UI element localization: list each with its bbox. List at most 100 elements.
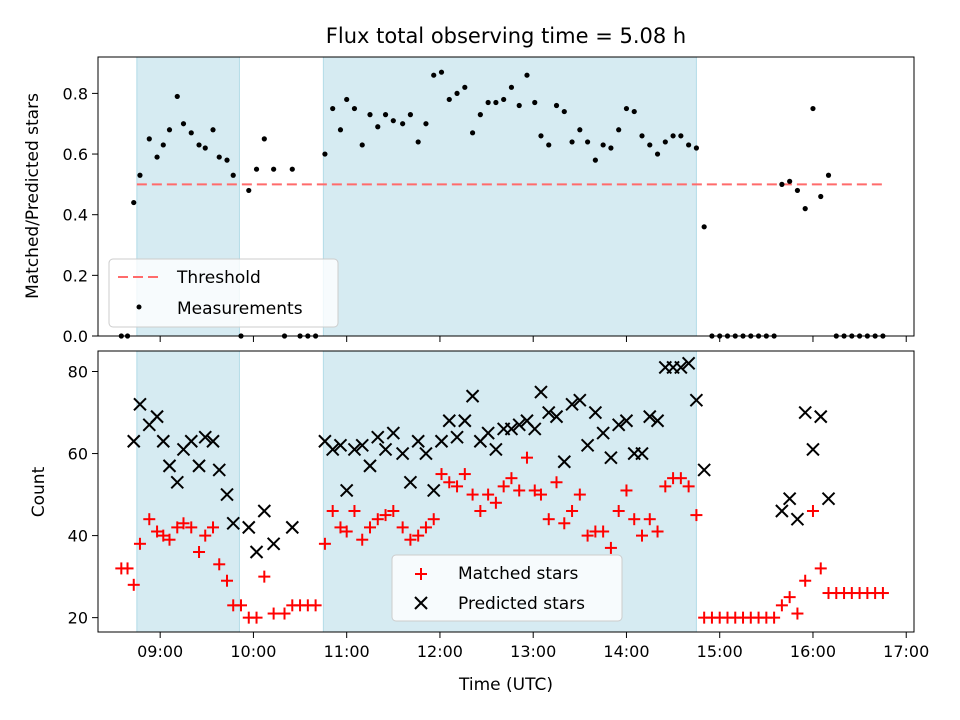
measurement-point [516, 102, 522, 109]
xtick-label: 10:00 [230, 642, 276, 661]
xtick-label: 12:00 [417, 642, 463, 661]
predicted-star-point [333, 438, 348, 453]
predicted-star-point [395, 446, 410, 461]
matched-star-point [133, 537, 146, 550]
matched-star-point [814, 562, 827, 575]
predicted-star-point [363, 459, 377, 473]
top-ytick-label: 0.0 [63, 327, 88, 346]
predicted-star-point [325, 442, 340, 457]
matched-star-point [221, 574, 234, 587]
matched-star-point [250, 611, 263, 624]
matched-star-point [121, 562, 134, 575]
measurement-point [686, 142, 692, 148]
measurement-point [210, 127, 216, 133]
predicted-star-point [427, 483, 441, 498]
bottom-y-ticks: 20 40 60 80 [68, 363, 98, 628]
measurement-points [118, 69, 886, 339]
measurement-point [592, 157, 598, 163]
predicted-star-point [814, 409, 828, 424]
xtick-label: 14:00 [603, 642, 649, 661]
matched-star-point [207, 521, 220, 534]
predicted-star-point [347, 442, 362, 457]
measurement-point [585, 139, 591, 145]
measurement-point [794, 187, 801, 194]
measurement-point [493, 99, 499, 106]
matched-star-point [458, 468, 471, 481]
measurement-point [375, 124, 381, 130]
top-y-axis-label: Matched/Predicted stars [23, 93, 43, 299]
predicted-stars-points [127, 356, 836, 559]
predicted-star-point [557, 455, 571, 469]
predicted-star-point [681, 356, 696, 371]
measurement-point [631, 108, 637, 115]
predicted-star-point [150, 409, 164, 424]
matched-star-point [775, 599, 788, 612]
top-x-ticks [159, 336, 907, 342]
predicted-star-point [806, 442, 820, 457]
xtick-label: 09:00 [137, 642, 183, 661]
matched-star-point [364, 521, 376, 534]
predicted-star-point [434, 434, 449, 448]
bottom-y-axis-label: Count [29, 466, 49, 517]
measurement-point [654, 151, 661, 157]
matched-star-point [348, 504, 361, 517]
measurement-point [485, 99, 491, 106]
measurement-point [670, 133, 676, 139]
matched-star-point [326, 504, 339, 517]
matched-star-point [318, 537, 331, 550]
matched-star-point [334, 521, 347, 534]
matched-star-point [419, 521, 432, 534]
measurement-point [600, 142, 606, 148]
matched-star-point [783, 591, 796, 604]
measurement-point [246, 187, 252, 194]
predicted-star-point [504, 422, 519, 436]
matched-star-point [404, 533, 417, 546]
measurement-point [367, 112, 373, 118]
matched-star-point [396, 521, 409, 534]
matched-star-point [199, 529, 212, 542]
matched-star-point [674, 472, 687, 485]
measurement-point [802, 206, 808, 212]
legend-measurements-label: Measurements [177, 299, 303, 319]
legend-predicted-swatch [414, 596, 428, 610]
measurement-point [431, 72, 437, 78]
bottom-panel: 20 40 60 80 09:00 10:00 11:00 12:00 13:00 14:00 1… [29, 350, 929, 695]
measurement-point [131, 199, 137, 206]
predicted-star-point [220, 487, 234, 502]
matched-star-point [213, 558, 226, 571]
predicted-star-point [378, 442, 393, 457]
matched-star-point [659, 480, 672, 493]
measurement-point [693, 145, 700, 151]
predicted-star-point [481, 426, 495, 440]
matched-star-point [573, 488, 586, 501]
bottom-legend: Matched stars Predicted stars [391, 554, 623, 622]
xtick-label: 11:00 [324, 642, 370, 661]
measurement-point [344, 96, 350, 103]
matched-star-point [412, 529, 425, 542]
matched-stars-points [115, 451, 889, 624]
measurement-point [289, 166, 295, 172]
matched-star-point [505, 472, 518, 485]
matched-star-point [234, 599, 247, 612]
legend-matched-swatch [415, 568, 427, 580]
matched-star-point [193, 546, 206, 559]
predicted-star-point [534, 385, 548, 399]
matched-star-point [799, 574, 812, 587]
predicted-star-point [339, 483, 354, 498]
predicted-star-point [442, 414, 456, 428]
x-axis-label: Time (UTC) [458, 675, 553, 695]
predicted-star-point [206, 434, 220, 448]
measurement-point [532, 99, 538, 106]
measurement-point [359, 142, 365, 148]
matched-star-point [356, 533, 369, 546]
predicted-star-point [588, 405, 603, 420]
matched-star-point [513, 484, 526, 497]
top-legend: Threshold Measurements [108, 258, 339, 328]
measurement-point [174, 93, 180, 100]
predicted-star-point [371, 430, 385, 444]
measurement-point [253, 166, 260, 172]
predicted-star-point [512, 418, 526, 432]
measurement-point [446, 96, 452, 103]
shaded-interval-1 [136, 350, 240, 633]
